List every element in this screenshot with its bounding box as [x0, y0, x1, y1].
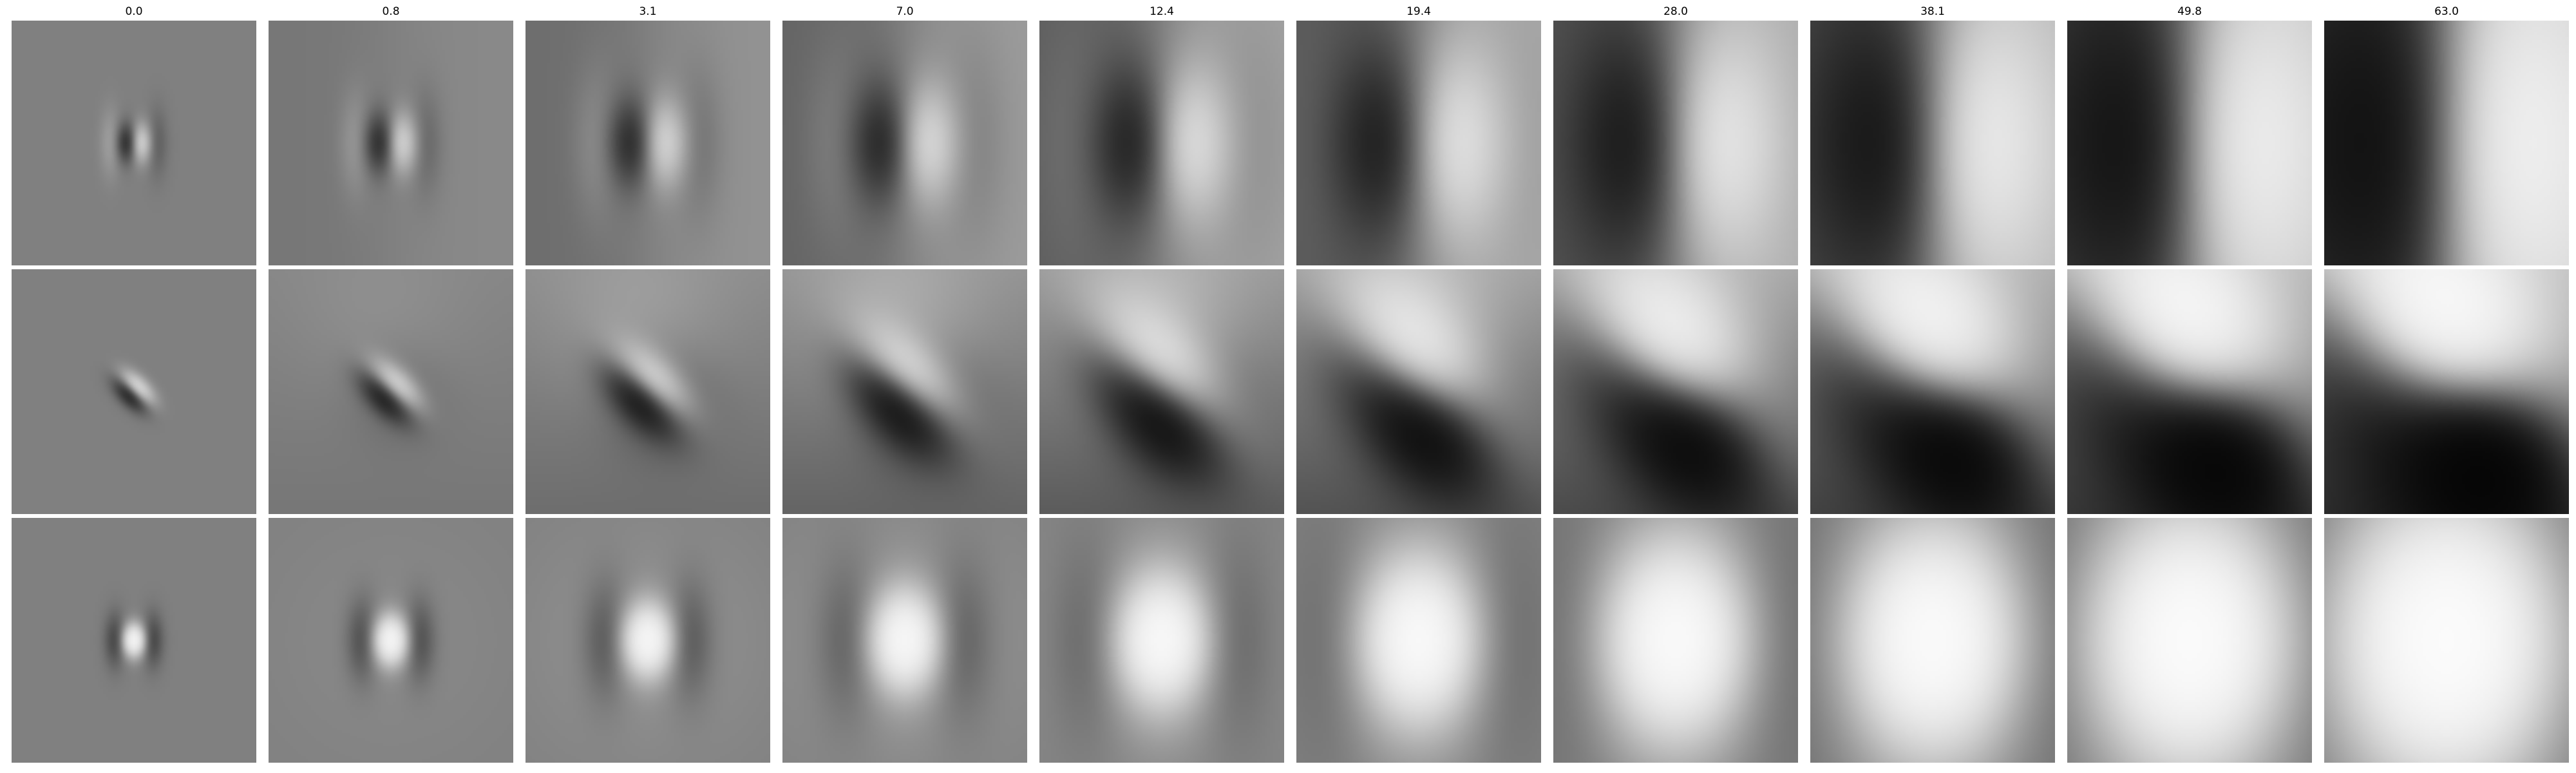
filter-panel — [1810, 21, 2055, 265]
filter-panel — [1039, 21, 1284, 265]
filter-panel — [2067, 21, 2312, 265]
filter-panel — [1296, 269, 1541, 514]
filter-panel — [2067, 269, 2312, 514]
filter-panel — [782, 518, 1027, 763]
filter-panel — [782, 21, 1027, 265]
column-title: 38.1 — [1920, 5, 1945, 18]
filter-panel — [1810, 518, 2055, 763]
column-title: 49.8 — [2177, 5, 2202, 18]
filter-panel — [1553, 21, 1798, 265]
filter-panel — [269, 21, 513, 265]
filter-panel — [1553, 518, 1798, 763]
filter-panel — [2324, 21, 2569, 265]
filter-panel — [1039, 518, 1284, 763]
filter-panel — [12, 269, 256, 514]
column-title: 28.0 — [1663, 5, 1688, 18]
filter-panel — [269, 518, 513, 763]
filter-panel — [782, 269, 1027, 514]
column-title: 3.1 — [639, 5, 657, 18]
filter-panel — [526, 21, 770, 265]
column-title: 63.0 — [2434, 5, 2459, 18]
filter-panel — [12, 518, 256, 763]
filter-panel — [1553, 269, 1798, 514]
column-title: 12.4 — [1150, 5, 1174, 18]
column-title: 0.8 — [382, 5, 400, 18]
filter-panel — [526, 518, 770, 763]
column-title: 7.0 — [896, 5, 914, 18]
filter-panel — [12, 21, 256, 265]
filter-panel — [526, 269, 770, 514]
filter-panel — [1296, 21, 1541, 265]
filter-panel — [1039, 269, 1284, 514]
filter-panel — [2067, 518, 2312, 763]
filter-panel — [2324, 518, 2569, 763]
filter-panel — [1296, 518, 1541, 763]
column-title: 19.4 — [1406, 5, 1431, 18]
filter-panel — [269, 269, 513, 514]
filter-panel — [2324, 269, 2569, 514]
column-title: 0.0 — [125, 5, 143, 18]
filter-panel — [1810, 269, 2055, 514]
